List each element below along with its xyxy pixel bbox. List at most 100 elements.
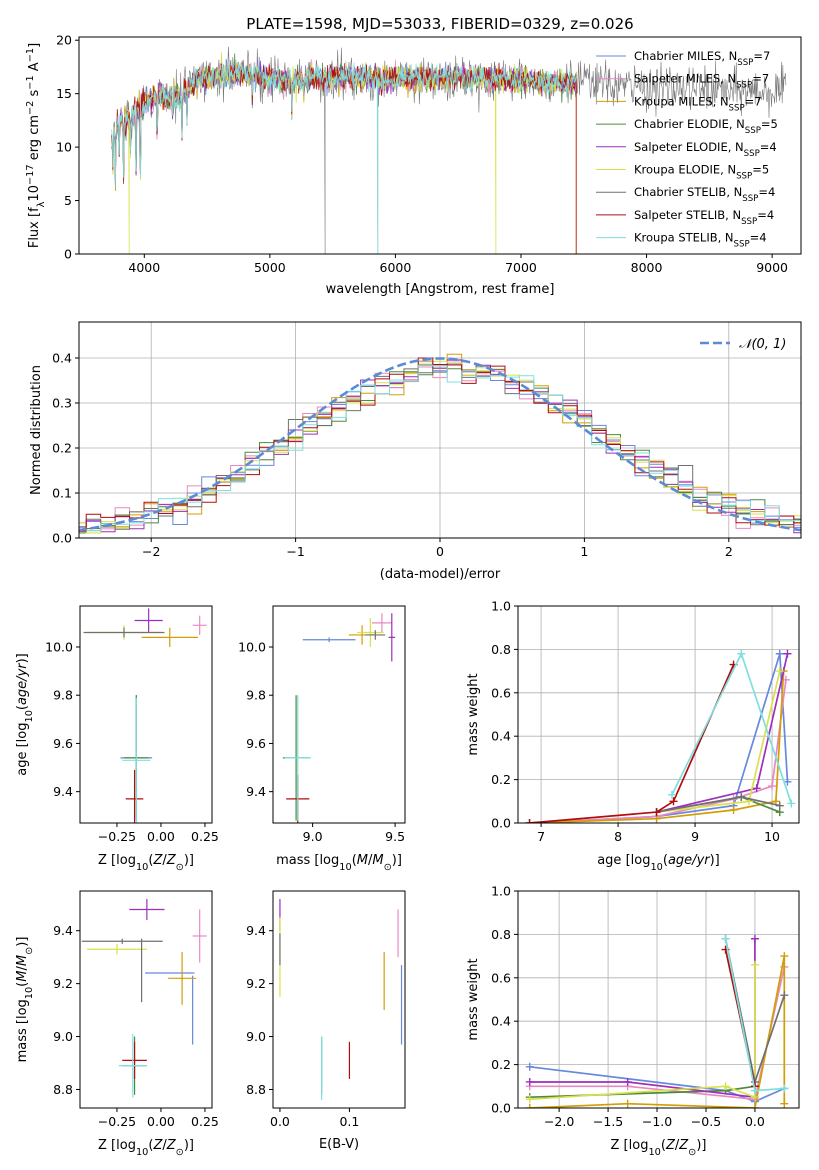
axes-frame [517,605,800,824]
x-tick-label: 0.25 [191,829,219,844]
spectrum-panel: 4000 5000 6000 7000 8000 9000 0 5 10 15 20 waveleng… [25,33,802,297]
weight-marker-2-4 [780,1099,789,1108]
y-tick-label: 0.1 [52,486,72,501]
x-axis-label: mass [log10(M/M⊙)] [276,853,402,873]
y-tick-label: 0.2 [491,772,511,787]
weight-line-4 [529,938,756,1099]
legend-entry-0: Chabrier MILES, NSSP=7 [634,49,770,68]
legend: Chabrier MILES, NSSP=7 Salpeter MILES, NS… [596,49,778,250]
x-tick-label: 2 [725,544,733,559]
weight-vs-Z-panel: −2.0 −1.5 −1.0 −0.5 0.0 0.0 0.2 0.4 0.6 0.8 1.0 mas… [466,884,800,1158]
plot-area [525,934,789,1108]
x-tick-label: 4000 [128,260,160,275]
y-tick-label: 0.2 [52,441,72,456]
y-tick-label: 0.2 [491,1057,511,1072]
weight-marker-8-2 [780,1084,789,1093]
y-axis-label: age [log10(age/yr)] [15,653,35,776]
x-tick-label: 0.25 [191,1114,219,1129]
spectrum-line-8 [111,58,577,254]
weight-marker-8-2 [787,799,796,808]
y-tick-label: 9.4 [246,784,266,799]
x-tick-label: −2.0 [544,1114,574,1129]
weight-marker-2-0 [525,1104,534,1108]
x-tick-label: 0.0 [745,1114,765,1129]
y-tick-label: 8.8 [53,1082,73,1097]
normal-curve [79,357,801,532]
weight-marker-5-3 [750,960,759,969]
y-tick-label: 0.6 [491,970,511,985]
legend: 𝒩(0, 1) [700,337,786,352]
weight-line-2 [529,671,785,823]
weight-marker-8-1 [750,1086,759,1095]
weight-marker-4-1 [752,784,761,793]
plot-area [83,608,207,823]
weight-marker-2-1 [623,1099,632,1108]
x-tick-label: 7 [537,829,545,844]
y-tick-label: 0.8 [491,642,511,657]
x-tick-label: 6000 [380,260,412,275]
x-tick-label: 9000 [756,260,788,275]
weight-marker-4-1 [623,1077,632,1086]
x-tick-label: −0.25 [98,1114,136,1129]
y-tick-label: 0.0 [491,1101,511,1116]
x-tick-label: −1.5 [593,1114,623,1129]
age-vs-mass-panel: 9.0 9.5 9.4 9.6 9.8 10.0 mass [log10(M/M⊙)] [238,605,406,873]
x-axis-label: Z [log10(Z/Z⊙)] [611,1138,707,1158]
legend-entry-5: Kroupa ELODIE, NSSP=5 [634,163,769,182]
residual-histogram-8 [79,364,801,532]
mass-vs-Z-panel: −0.25 0.00 0.25 8.8 9.0 9.2 9.4 Z [log10(Z/Z⊙)]… [15,890,219,1158]
x-tick-label: 8 [614,829,622,844]
x-tick-label: 7000 [505,260,537,275]
x-tick-label: 10 [764,829,780,844]
y-tick-label: 20 [56,33,72,48]
y-axis-label: Normed distribution [29,365,44,495]
x-tick-label: 5000 [254,260,286,275]
axes-frame [78,36,802,255]
legend-entry-7: Salpeter STELIB, NSSP=4 [634,208,774,227]
legend-entry-normal: 𝒩(0, 1) [739,337,786,352]
legend-entry-8: Kroupa STELIB, NSSP=4 [634,231,767,250]
y-axis-label: mass [log10(M/M⊙)] [15,937,35,1063]
y-tick-label: 1.0 [491,599,511,614]
plot-area [79,353,801,534]
y-tick-label: 1.0 [491,884,511,899]
y-tick-label: 0.3 [52,396,72,411]
weight-marker-8-1 [737,649,746,658]
x-tick-label: 0.00 [147,1114,175,1129]
y-tick-label: 0.8 [491,927,511,942]
x-tick-label: 9.0 [303,829,323,844]
y-tick-label: 9.4 [53,784,73,799]
x-tick-label: −0.5 [691,1114,721,1129]
y-tick-label: 0.4 [491,729,511,744]
weight-marker-7-2 [669,797,678,806]
x-tick-label: −2 [142,544,160,559]
x-tick-label: −1.0 [642,1114,672,1129]
y-tick-label: 10 [56,140,72,155]
axes-frame [79,605,213,824]
weight-marker-8-0 [667,790,676,799]
weight-marker-0-0 [525,1062,534,1071]
legend-entry-6: Chabrier STELIB, NSSP=4 [634,185,775,204]
weight-marker-2-2 [750,1104,759,1108]
weight-marker-4-2 [783,649,792,658]
x-tick-label: 0.1 [339,1114,359,1129]
y-tick-label: 10.0 [45,639,73,654]
legend-entry-3: Chabrier ELODIE, NSSP=5 [634,117,778,136]
figure-title: PLATE=1598, MJD=53033, FIBERID=0329, z=0… [246,15,633,33]
y-tick-label: 9.0 [246,1029,266,1044]
y-axis-label: Flux [fλ10−17 erg cm−2 s−1 A−1] [25,43,47,248]
axes-frame [272,890,406,1109]
weight-line-7 [529,664,735,823]
weight-line-5 [656,670,781,813]
weight-line-5 [529,964,756,1101]
x-axis-label: (data-model)/error [380,567,501,582]
legend-entry-1: Salpeter MILES, NSSP=7 [634,72,769,91]
x-axis-label: E(B-V) [319,1137,359,1152]
plot-area [111,46,787,254]
weight-line-2 [529,955,786,1108]
weight-marker-0-3 [775,649,784,658]
x-tick-label: 0 [436,544,444,559]
legend-entry-2: Kroupa MILES, NSSP=7 [634,94,762,113]
y-tick-label: 9.0 [53,1029,73,1044]
y-tick-label: 5 [64,193,72,208]
